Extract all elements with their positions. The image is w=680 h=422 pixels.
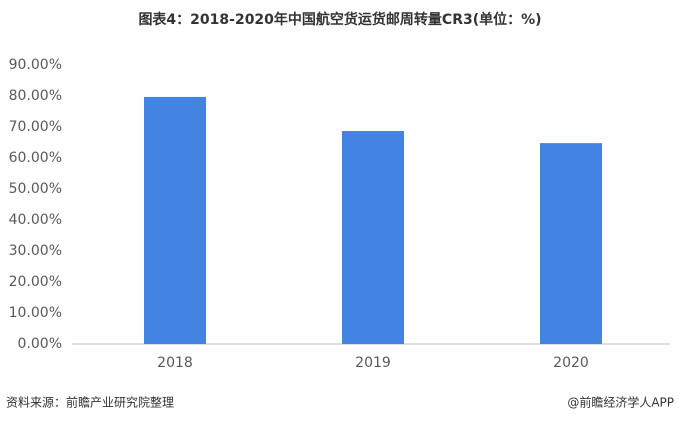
source: 资料来源：前瞻产业研究院整理 <box>6 395 174 410</box>
y-tick-label: 0.00% <box>18 336 62 352</box>
x-tick-label: 2019 <box>355 355 391 371</box>
y-tick-label: 40.00% <box>9 212 62 228</box>
y-tick-label: 10.00% <box>9 305 62 321</box>
y-tick-label: 30.00% <box>9 243 62 259</box>
bar <box>144 96 206 345</box>
x-tick-label: 2018 <box>157 355 193 371</box>
chart-title: 图表4：2018-2020年中国航空货运货邮周转量CR3(单位：%) <box>138 11 541 28</box>
x-tick-label: 2020 <box>553 355 589 371</box>
y-tick-label: 70.00% <box>9 119 62 135</box>
y-tick-label: 90.00% <box>9 57 62 73</box>
y-tick-label: 20.00% <box>9 274 62 290</box>
y-tick-label: 60.00% <box>9 150 62 166</box>
y-tick-label: 80.00% <box>9 88 62 104</box>
bar <box>540 143 602 344</box>
bar <box>342 131 404 344</box>
credit: @前瞻经济学人APP <box>567 395 674 410</box>
y-tick-label: 50.00% <box>9 181 62 197</box>
